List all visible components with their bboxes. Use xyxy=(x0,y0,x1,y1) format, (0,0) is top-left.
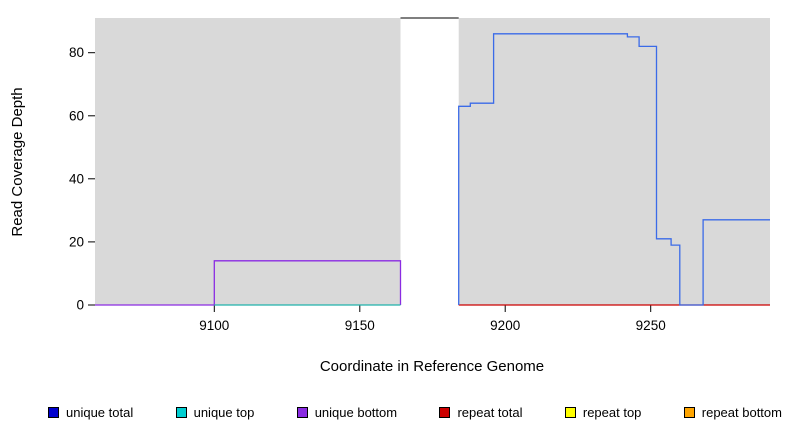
series-line-unique-total xyxy=(458,33,770,306)
uncovered-gap-band xyxy=(400,18,459,305)
legend-item-unique-bottom: unique bottom xyxy=(296,405,398,420)
legend-item-unique-top: unique top xyxy=(175,405,255,420)
legend-swatch-repeat-top xyxy=(564,407,576,418)
coverage-chart: 9100 9150 9200 9250 0 20 40 60 80 Coordinate in … xyxy=(9,17,770,375)
series-line-unique-bottom xyxy=(95,260,402,306)
legend-label: repeat top xyxy=(582,405,642,420)
legend-label: unique top xyxy=(193,405,255,420)
legend-item-unique-total: unique total xyxy=(48,405,133,420)
legend-item-repeat-total: repeat total xyxy=(439,405,523,420)
legend-item-repeat-top: repeat top xyxy=(564,405,642,420)
legend-swatch-unique-total xyxy=(48,407,59,418)
legend-label: repeat total xyxy=(457,405,523,420)
x-tick-label: 9150 xyxy=(345,318,375,333)
legend-swatch-repeat-bottom xyxy=(683,407,695,418)
y-axis-label: Read Coverage Depth xyxy=(9,87,26,236)
chart-legend: unique total unique top unique bottom repea… xyxy=(48,405,782,420)
legend-swatch-unique-top xyxy=(175,407,187,418)
legend-swatch-unique-bottom xyxy=(296,407,308,418)
x-tick-label: 9250 xyxy=(636,318,666,333)
x-axis-label: Coordinate in Reference Genome xyxy=(320,358,544,375)
y-tick-label: 80 xyxy=(69,45,84,60)
legend-label: repeat bottom xyxy=(701,405,782,420)
y-tick-label: 20 xyxy=(69,234,84,249)
legend-label: unique total xyxy=(66,405,134,420)
x-tick-label: 9200 xyxy=(490,318,520,333)
legend-label: unique bottom xyxy=(314,405,398,420)
y-tick-label: 60 xyxy=(69,108,84,123)
x-tick-label: 9100 xyxy=(199,318,229,333)
y-tick-label: 40 xyxy=(69,171,84,186)
legend-swatch-repeat-total xyxy=(439,407,451,418)
chart-dynamic-layer: 9100 9150 9200 9250 0 20 40 60 80 xyxy=(69,17,770,333)
legend-item-repeat-bottom: repeat bottom xyxy=(683,405,782,420)
y-tick-label: 0 xyxy=(76,298,84,313)
